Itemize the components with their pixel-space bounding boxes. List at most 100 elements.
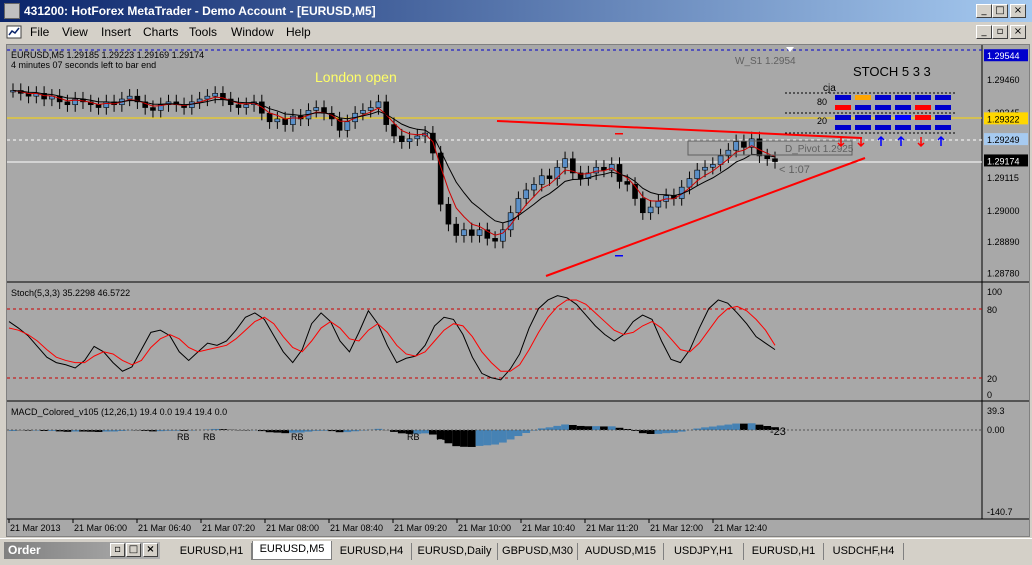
tab-usdjpy-h1[interactable]: USDJPY,H1 [664,543,744,560]
menu-file[interactable]: File [30,25,49,39]
candle [648,207,653,213]
candle [314,108,319,111]
sell-marker [615,133,623,135]
candle [773,159,778,162]
order-label: Order [8,543,41,557]
minimize-icon[interactable]: _ [976,4,992,18]
price-chart[interactable]: EURUSD,M5 1.29185 1.29223 1.29169 1.2917… [7,45,1029,536]
macd-bar [732,424,740,430]
tab-eurusd-h1[interactable]: EURUSD,H1 [744,543,824,560]
candle [640,199,645,213]
order-maximize-icon[interactable]: □ [126,543,141,557]
candle [205,96,210,99]
candle [368,108,373,111]
macd-bar [724,425,732,430]
candle [360,110,365,113]
tab-audusd-m15[interactable]: AUDUSD,M15 [578,543,664,560]
chart-info: EURUSD,M5 1.29185 1.29223 1.29169 1.2917… [11,50,204,60]
stoch-cell [875,115,891,120]
stoch-cell [935,125,951,130]
order-panel[interactable]: Order ▫ □ × [4,542,160,559]
close-icon[interactable]: × [1010,4,1026,18]
stoch-tick-0: 0 [987,390,992,400]
candle [213,93,218,96]
menu-window[interactable]: Window [231,25,274,39]
buy-marker [615,255,623,257]
macd-bar [717,425,725,430]
tab-eurusd-daily[interactable]: EURUSD,Daily [412,543,498,560]
menu-help[interactable]: Help [286,25,311,39]
price-tick: 1.29322 [987,114,1020,124]
stoch-tick-80: 80 [987,305,997,315]
maximize-icon[interactable]: □ [992,4,1008,18]
stoch-cell [895,95,911,100]
macd-bar [756,425,764,430]
stoch-cell [835,95,851,100]
candle [461,230,466,236]
child-close-icon[interactable]: × [1010,25,1026,39]
candle [392,125,397,136]
macd-tick-top: 39.3 [987,406,1005,416]
tab-gbpusd-m30[interactable]: GBPUSD,M30 [498,543,578,560]
candle [469,230,474,236]
tab-eurusd-h4[interactable]: EURUSD,H4 [332,543,412,560]
stoch-cell [895,115,911,120]
candle [127,96,132,99]
menu-insert[interactable]: Insert [101,25,131,39]
bar-countdown: 4 minutes 07 seconds left to bar end [11,60,156,70]
rb-label-2: RB [203,432,216,442]
chart-window[interactable]: EURUSD,M5 1.29185 1.29223 1.29169 1.2917… [6,44,1030,537]
time-tick: 21 Mar 2013 [10,523,61,533]
macd-bar [748,423,756,430]
session-label: London open [315,69,397,85]
stoch-cell [875,105,891,110]
candle [150,108,155,111]
order-restore-icon[interactable]: ▫ [110,543,125,557]
menu-tools[interactable]: Tools [189,25,217,39]
macd-bar [452,430,460,446]
candle [516,199,521,213]
candle [275,119,280,122]
candle [267,113,272,122]
time-tick: 21 Mar 09:20 [394,523,447,533]
tab-eurusd-h1[interactable]: EURUSD,H1 [172,543,252,560]
candle [563,159,568,168]
candle [244,105,249,108]
time-tick: 21 Mar 06:00 [74,523,127,533]
time-tick: 21 Mar 10:00 [458,523,511,533]
stoch-cell [935,105,951,110]
candle [547,176,552,179]
candle [290,116,295,125]
time-tick: 21 Mar 10:40 [522,523,575,533]
menu-charts[interactable]: Charts [143,25,178,39]
child-minimize-icon[interactable]: _ [976,25,992,39]
pivot-label: D_Pivot 1.2925 [785,144,854,155]
macd-bar [499,430,507,443]
menu-view[interactable]: View [62,25,88,39]
stoch-cell [855,95,871,100]
tab-usdchf-h4[interactable]: USDCHF,H4 [824,543,904,560]
time-tick: 21 Mar 11:20 [586,523,638,533]
price-tick: 1.29174 [987,156,1020,166]
candle [695,170,700,179]
price-tick: 1.29115 [987,173,1019,183]
macd-bar [608,426,616,430]
app-icon [4,3,20,19]
child-restore-icon[interactable]: ▫ [992,25,1008,39]
tab-eurusd-m5[interactable]: EURUSD,M5 [252,541,332,560]
macd-bar [468,430,476,447]
chart-window-icon[interactable] [6,24,22,40]
macd-bar [553,426,561,430]
macd-bar [577,426,585,430]
candle [415,136,420,139]
candle [345,122,350,131]
macd-bar [421,430,429,433]
stoch-cell [875,125,891,130]
price-tick: 1.28780 [987,268,1020,278]
macd-bar [476,430,484,446]
stoch-level-80: 80 [817,97,827,107]
stoch-cell [855,105,871,110]
order-close-icon[interactable]: × [143,543,158,557]
time-tick: 21 Mar 08:00 [266,523,319,533]
